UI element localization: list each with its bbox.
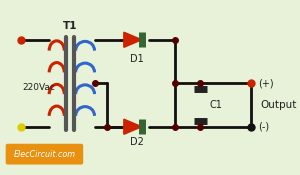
Text: 220Vac: 220Vac <box>23 83 56 92</box>
Text: (-): (-) <box>258 122 269 132</box>
Text: D2: D2 <box>130 137 144 147</box>
Text: C1: C1 <box>210 100 223 110</box>
FancyBboxPatch shape <box>6 144 83 164</box>
Text: Output: Output <box>260 100 296 110</box>
Polygon shape <box>124 119 142 134</box>
Text: T1: T1 <box>63 21 77 31</box>
Polygon shape <box>124 32 142 47</box>
Text: ElecCircuit.com: ElecCircuit.com <box>14 150 75 159</box>
Text: D1: D1 <box>130 54 144 64</box>
Text: (+): (+) <box>258 78 274 88</box>
